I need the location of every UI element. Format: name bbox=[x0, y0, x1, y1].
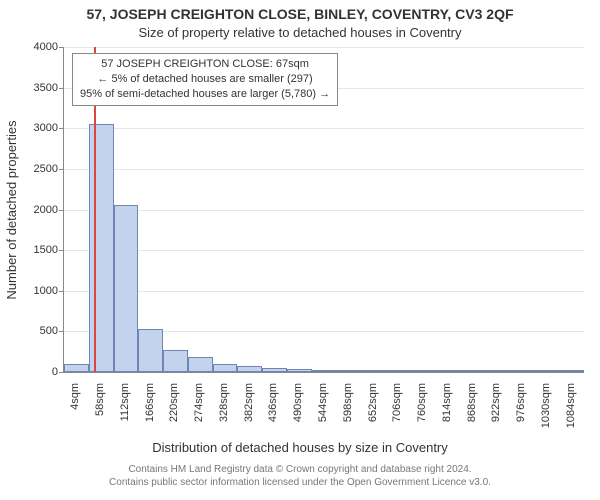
ytick-mark bbox=[59, 250, 64, 251]
ytick-mark bbox=[59, 291, 64, 292]
histogram-bar bbox=[262, 368, 287, 372]
xtick-label: 598sqm bbox=[342, 383, 354, 443]
histogram-bar bbox=[534, 370, 559, 372]
histogram-bar bbox=[138, 329, 163, 372]
histogram-bar bbox=[435, 370, 460, 372]
footer-line2: Contains public sector information licen… bbox=[0, 476, 600, 489]
footer-attribution: Contains HM Land Registry data © Crown c… bbox=[0, 463, 600, 489]
xtick-label: 544sqm bbox=[317, 383, 329, 443]
chart-subtitle: Size of property relative to detached ho… bbox=[0, 25, 600, 40]
histogram-bar bbox=[64, 364, 89, 372]
ytick-label: 0 bbox=[8, 366, 58, 378]
gridline bbox=[64, 291, 584, 292]
ytick-mark bbox=[59, 47, 64, 48]
xtick-label: 382sqm bbox=[243, 383, 255, 443]
ytick-mark bbox=[59, 88, 64, 89]
xtick-label: 58sqm bbox=[94, 383, 106, 443]
xtick-label: 814sqm bbox=[441, 383, 453, 443]
annotation-box: 57 JOSEPH CREIGHTON CLOSE: 67sqm ← 5% of… bbox=[72, 53, 338, 106]
xtick-label: 4sqm bbox=[69, 383, 81, 443]
xtick-label: 274sqm bbox=[193, 383, 205, 443]
ytick-label: 4000 bbox=[8, 41, 58, 53]
ytick-label: 500 bbox=[8, 325, 58, 337]
xtick-label: 166sqm bbox=[144, 383, 156, 443]
histogram-bar bbox=[510, 370, 535, 372]
xtick-label: 976sqm bbox=[515, 383, 527, 443]
ytick-label: 2000 bbox=[8, 204, 58, 216]
ytick-mark bbox=[59, 128, 64, 129]
xtick-label: 652sqm bbox=[367, 383, 379, 443]
footer-line1: Contains HM Land Registry data © Crown c… bbox=[0, 463, 600, 476]
histogram-bar bbox=[312, 370, 337, 372]
gridline bbox=[64, 128, 584, 129]
xtick-label: 220sqm bbox=[168, 383, 180, 443]
gridline bbox=[64, 210, 584, 211]
ytick-label: 1500 bbox=[8, 244, 58, 256]
ytick-mark bbox=[59, 210, 64, 211]
histogram-bar bbox=[89, 124, 114, 372]
xtick-label: 922sqm bbox=[490, 383, 502, 443]
xtick-label: 490sqm bbox=[292, 383, 304, 443]
histogram-bar bbox=[559, 370, 584, 372]
gridline bbox=[64, 169, 584, 170]
annotation-line2: ← 5% of detached houses are smaller (297… bbox=[80, 72, 330, 87]
ytick-label: 1000 bbox=[8, 285, 58, 297]
histogram-bar bbox=[485, 370, 510, 372]
gridline bbox=[64, 250, 584, 251]
histogram-bar bbox=[237, 366, 262, 372]
histogram-bar bbox=[460, 370, 485, 372]
ytick-mark bbox=[59, 169, 64, 170]
histogram-bar bbox=[336, 370, 361, 372]
histogram-bar bbox=[411, 370, 436, 372]
plot-area: 57 JOSEPH CREIGHTON CLOSE: 67sqm ← 5% of… bbox=[63, 47, 584, 373]
histogram-bar bbox=[213, 364, 238, 372]
xtick-label: 1030sqm bbox=[540, 383, 552, 443]
annotation-line3: 95% of semi-detached houses are larger (… bbox=[80, 87, 330, 102]
chart-container: 57, JOSEPH CREIGHTON CLOSE, BINLEY, COVE… bbox=[0, 0, 600, 500]
histogram-bar bbox=[386, 370, 411, 372]
xtick-label: 112sqm bbox=[119, 383, 131, 443]
xtick-label: 328sqm bbox=[218, 383, 230, 443]
xtick-label: 436sqm bbox=[267, 383, 279, 443]
annotation-line1: 57 JOSEPH CREIGHTON CLOSE: 67sqm bbox=[80, 57, 330, 72]
histogram-bar bbox=[361, 370, 386, 372]
ytick-label: 2500 bbox=[8, 163, 58, 175]
ytick-label: 3000 bbox=[8, 122, 58, 134]
xtick-label: 760sqm bbox=[416, 383, 428, 443]
xtick-label: 706sqm bbox=[391, 383, 403, 443]
ytick-mark bbox=[59, 331, 64, 332]
ytick-label: 3500 bbox=[8, 82, 58, 94]
histogram-bar bbox=[163, 350, 188, 372]
xtick-label: 868sqm bbox=[466, 383, 478, 443]
ytick-mark bbox=[59, 372, 64, 373]
chart-title-address: 57, JOSEPH CREIGHTON CLOSE, BINLEY, COVE… bbox=[0, 6, 600, 22]
histogram-bar bbox=[114, 205, 139, 372]
histogram-bar bbox=[188, 357, 213, 372]
xtick-label: 1084sqm bbox=[565, 383, 577, 443]
gridline bbox=[64, 47, 584, 48]
histogram-bar bbox=[287, 369, 312, 372]
